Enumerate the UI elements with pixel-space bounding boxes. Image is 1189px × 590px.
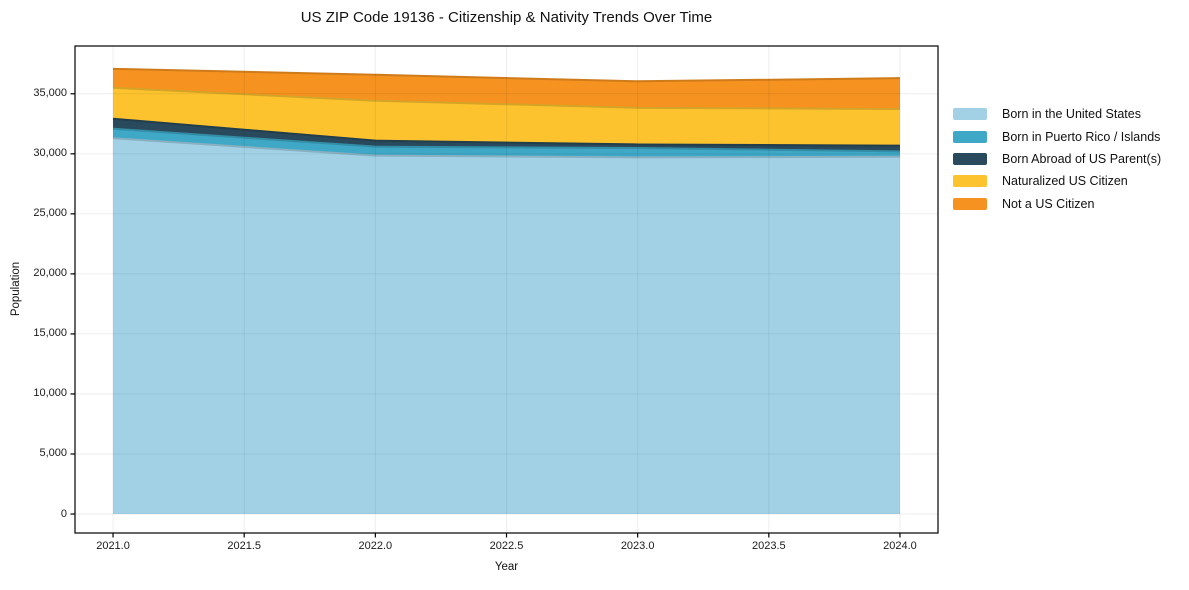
y-tick-label: 35,000 <box>33 87 67 100</box>
x-tick-label: 2021.5 <box>227 540 262 552</box>
legend-swatch-not-a-us-citizen <box>953 197 987 210</box>
area-series-born-in-the-united-states <box>113 138 900 515</box>
x-tick-label: 2022.0 <box>358 540 393 552</box>
legend-label: Not a US Citizen <box>1002 196 1095 211</box>
legend-swatch-naturalized-us-citizen <box>953 175 987 188</box>
area-series-born-abroad-of-us-parent-s <box>113 118 900 152</box>
legend-label: Naturalized US Citizen <box>1002 174 1128 189</box>
area-edge-born-in-the-united-states <box>112 137 900 159</box>
area-edge-born-abroad-of-us-parent-s <box>112 117 900 147</box>
chart-title: US ZIP Code 19136 - Citizenship & Nativi… <box>300 9 713 26</box>
legend-item-born-in-the-united-states: Born in the United States <box>953 103 1161 125</box>
y-tick-label: 30,000 <box>33 147 67 160</box>
x-tick-label: 2023.0 <box>620 540 655 552</box>
legend-label: Born Abroad of US Parent(s) <box>1002 151 1162 166</box>
legend-item-born-abroad-of-us-parent-s: Born Abroad of US Parent(s) <box>953 148 1161 170</box>
x-tick-label: 2023.5 <box>751 540 786 552</box>
x-tick-label: 2022.5 <box>489 540 524 552</box>
x-tick-label: 2021.0 <box>96 540 130 552</box>
area-series-not-a-us-citizen <box>113 68 900 110</box>
legend-swatch-born-in-the-united-states <box>953 108 987 121</box>
y-tick-label: 5,000 <box>39 447 67 460</box>
x-tick-label: 2024.0 <box>883 540 917 552</box>
y-tick-label: 0 <box>60 507 67 520</box>
legend-item-naturalized-us-citizen: Naturalized US Citizen <box>953 170 1161 192</box>
y-tick-label: 20,000 <box>33 267 67 280</box>
y-tick-label: 15,000 <box>33 327 67 340</box>
x-axis-title: Year <box>494 561 519 573</box>
area-series-born-in-puerto-rico-islands <box>113 128 900 158</box>
area-edge-naturalized-us-citizen <box>112 86 900 111</box>
legend: Born in the United States Born in Puerto … <box>953 103 1161 215</box>
legend-swatch-born-abroad-of-us-parent-s <box>953 152 987 165</box>
y-tick-label: 25,000 <box>33 207 67 220</box>
legend-label: Born in the United States <box>1002 107 1141 122</box>
legend-item-born-in-puerto-rico-islands: Born in Puerto Rico / Islands <box>953 125 1161 147</box>
area-series-naturalized-us-citizen <box>113 87 900 146</box>
area-edge-born-in-puerto-rico-islands <box>112 127 900 153</box>
legend-item-not-a-us-citizen: Not a US Citizen <box>953 193 1161 215</box>
legend-label: Born in Puerto Rico / Islands <box>1002 129 1161 144</box>
legend-swatch-born-in-puerto-rico-islands <box>953 130 987 143</box>
y-tick-label: 10,000 <box>33 387 67 400</box>
area-edge-not-a-us-citizen <box>113 67 900 83</box>
